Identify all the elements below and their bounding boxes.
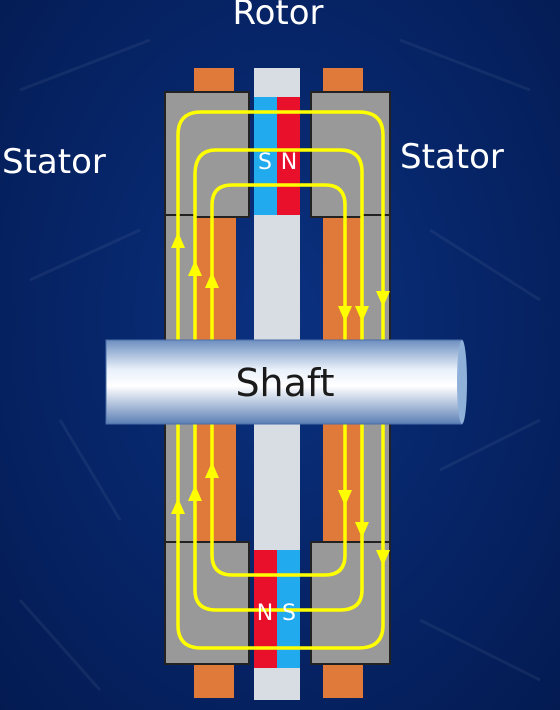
coil-right-top: [323, 68, 363, 92]
stator-left-label: Stator: [2, 142, 106, 182]
shaft-label: Shaft: [235, 361, 334, 405]
pole-label-top-left: S: [258, 150, 272, 175]
pole-label-bottom-left: N: [257, 601, 273, 626]
flux-arrows: [171, 232, 390, 566]
pole-label-bottom-right: S: [282, 601, 296, 626]
background-texture: [18, 38, 541, 691]
coil-left-top: [194, 68, 234, 92]
shaft: [105, 339, 467, 425]
rotor-label: Rotor: [232, 0, 324, 33]
flux-paths: [176, 110, 385, 650]
stator-right-label: Stator: [400, 137, 504, 177]
coil-right-bottom: [323, 664, 363, 698]
coil-left-bottom: [194, 664, 234, 698]
pole-label-top-right: N: [281, 150, 297, 175]
